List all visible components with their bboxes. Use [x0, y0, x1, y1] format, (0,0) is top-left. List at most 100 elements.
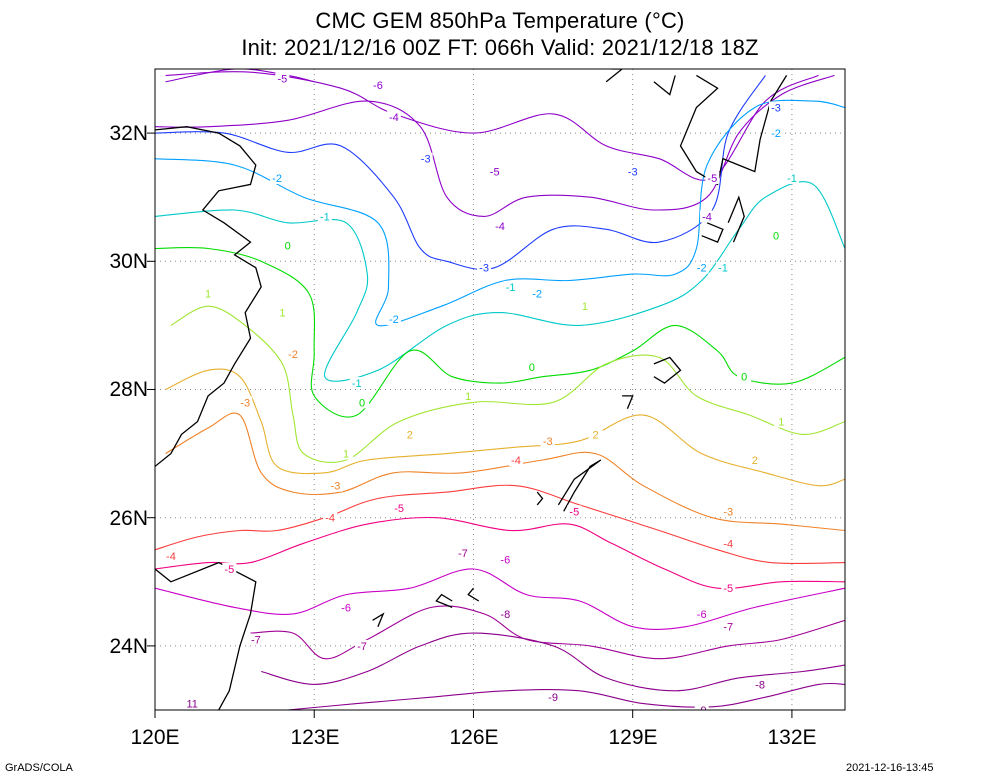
isotherm-label-bg	[705, 171, 720, 184]
isotherm-label: -4	[511, 455, 521, 467]
coastline-segment	[467, 587, 480, 602]
coastline-segment	[605, 69, 624, 83]
isotherm-label-bg	[477, 261, 492, 274]
isotherm-label: -3	[771, 102, 781, 114]
isotherm-label: -1	[787, 173, 797, 185]
isotherm-label: 1	[343, 449, 349, 461]
isotherm-label-bg	[275, 306, 290, 319]
isotherm-line	[170, 305, 845, 463]
isotherm-label: 0	[529, 362, 535, 374]
isotherm-label: -3	[723, 506, 733, 518]
lon-label-126e: 126E	[449, 726, 499, 749]
isotherm-label: -2	[532, 288, 542, 300]
isotherm-label: 0	[359, 397, 365, 409]
isotherm-label: -5	[707, 173, 717, 185]
isotherm-label-bg	[392, 502, 407, 515]
isotherm-line	[287, 682, 845, 710]
isotherm-label: -7	[357, 641, 367, 653]
isotherm-label-bg	[339, 601, 354, 614]
isotherm-label: -9	[697, 705, 707, 717]
isotherm-lines	[155, 69, 845, 710]
isotherm-label: 1	[582, 301, 588, 313]
isotherm-label: -3	[240, 397, 250, 409]
isotherm-label-bg	[386, 312, 401, 325]
isotherm-label-bg	[493, 220, 507, 233]
isotherm-label: 11	[186, 699, 197, 711]
isotherm-label-bg	[524, 361, 539, 374]
isotherm-label: -7	[458, 548, 468, 560]
isotherm-label-bg	[280, 239, 295, 252]
isotherm-label-bg	[248, 633, 263, 646]
isotherm-label: -6	[373, 80, 383, 92]
isotherm-label: -6	[697, 609, 707, 621]
isotherm-label: -7	[251, 634, 261, 646]
isotherm-label-bg	[769, 101, 783, 114]
isotherm-label: 1	[279, 308, 285, 320]
coastline-segment	[653, 356, 682, 384]
isotherm-label: -5	[224, 564, 234, 576]
isotherm-label-bg	[769, 229, 783, 242]
isotherm-label-bg	[317, 210, 332, 223]
isotherm-label-bg	[715, 261, 730, 274]
isotherm-label-bg	[625, 165, 640, 178]
chart-subtitle: Init: 2021/12/16 00Z FT: 066h Valid: 202…	[241, 35, 759, 60]
coastline-segment	[536, 491, 544, 506]
isotherm-label: 2	[407, 429, 413, 441]
isotherm-label: -4	[495, 221, 505, 233]
isotherm-label: -8	[755, 679, 765, 691]
coastline	[155, 69, 788, 710]
coastline-segment	[155, 561, 257, 710]
isotherm-label: -2	[288, 349, 298, 361]
isotherm-label-bg	[339, 447, 354, 460]
isotherm-label-bg	[498, 607, 513, 620]
isotherm-label: 2	[592, 429, 598, 441]
isotherm-label: -6	[500, 554, 510, 566]
isotherm-label: -2	[771, 128, 781, 140]
isotherm-line	[155, 516, 845, 590]
isotherm-label-bg	[577, 300, 592, 313]
isotherm-line	[165, 412, 845, 532]
isotherm-label-bg	[503, 280, 518, 293]
footer-timestamp: 2021-12-16-13:45	[846, 762, 934, 774]
isotherm-label: 0	[773, 231, 779, 243]
lon-label-123e: 123E	[290, 726, 340, 749]
isotherm-label: 0	[285, 240, 291, 252]
isotherm-label-bg	[270, 171, 285, 184]
isotherm-label-bg	[567, 505, 582, 518]
isotherm-label-bg	[694, 704, 709, 710]
lat-label-24n: 24N	[109, 635, 148, 658]
chart-title: CMC GEM 850hPa Temperature (°C)	[315, 8, 685, 33]
isotherm-label-bg	[737, 370, 752, 383]
isotherm-label-bg	[721, 620, 736, 633]
isotherm-label-bg	[747, 454, 762, 467]
isotherm-line	[165, 368, 845, 487]
isotherm-label-bg	[530, 287, 545, 300]
isotherm-label-bg	[402, 428, 417, 441]
isotherm-label: 1	[778, 417, 784, 429]
isotherm-line	[155, 75, 766, 270]
isotherm-label-bg	[694, 261, 709, 274]
isotherm-label-bg	[286, 348, 300, 361]
isotherm-label: -5	[394, 503, 404, 515]
isotherm-label-bg	[275, 72, 290, 85]
isotherm-label-bg	[163, 550, 178, 563]
isotherm-label-bg	[201, 287, 216, 300]
isotherm-line	[155, 246, 845, 418]
lat-label-28n: 28N	[109, 378, 148, 401]
isotherm-label: 2	[752, 455, 758, 467]
footer-credit: GrADS/COLA	[5, 762, 73, 774]
isotherm-label: -2	[272, 173, 282, 185]
isotherm-line	[155, 484, 845, 565]
isotherm-label: -5	[277, 74, 287, 86]
isotherm-line	[155, 99, 845, 327]
isotherm-label-bg	[455, 546, 470, 559]
isotherm-label: -3	[543, 436, 553, 448]
isotherm-label-bg	[498, 553, 513, 566]
lat-label-26n: 26N	[109, 507, 148, 530]
isotherm-label-bg	[355, 639, 369, 652]
coastline-segment	[435, 593, 453, 609]
coastline-segment	[679, 74, 788, 186]
isotherm-label: -9	[548, 692, 558, 704]
isotherm-label: -4	[166, 551, 176, 563]
isotherm-label: -1	[352, 378, 362, 390]
